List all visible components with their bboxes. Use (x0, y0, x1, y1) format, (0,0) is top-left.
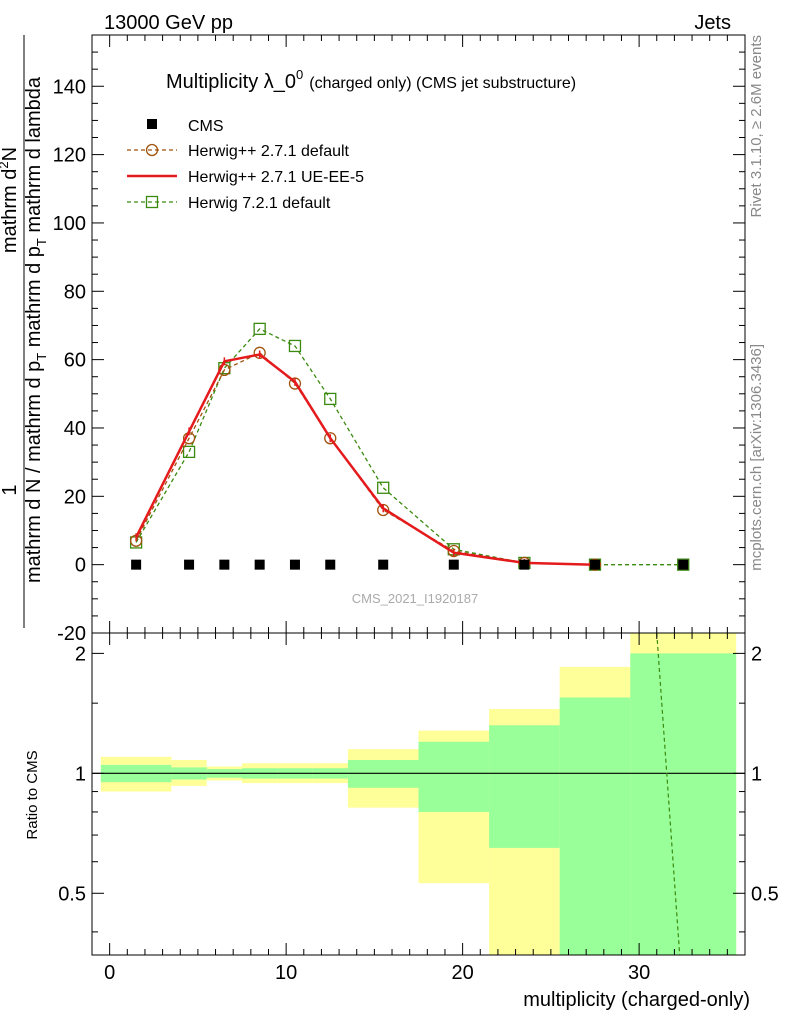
series-herwigpp-default-point (324, 432, 337, 445)
analysis-watermark: CMS_2021_I1920187 (352, 591, 479, 606)
ylabel-fraction-one: 1 (0, 484, 21, 495)
ratio-stat-band (630, 653, 737, 955)
main-y-axis-label: 1 mathrm d2N mathrm d N / mathrm d pT ma… (0, 35, 49, 628)
main-plot: -20 0 20 40 60 80 100 120 140 (53, 34, 746, 645)
series-herwig7-line (135, 328, 684, 566)
ylabel-den-a: mathrm d N / mathrm d p (23, 361, 45, 583)
main-y-tick-label: 0 (75, 555, 86, 577)
ratio-herwig7-line (656, 632, 681, 956)
ratio-y-tick-label: 2 (75, 643, 86, 665)
ylabel-numer-sup: 2 (0, 161, 11, 168)
header-jets: Jets (694, 12, 731, 34)
mcplots-label: mcplots.cern.ch [arXiv:1306.3436] (748, 344, 765, 571)
ratio-x-tick-label: 10 (275, 962, 297, 984)
main-y-tick-label: 140 (53, 76, 86, 98)
legend-marker-herwigpp-default (145, 143, 159, 157)
ratio-x-axis-label: multiplicity (charged-only) (523, 989, 750, 1011)
series-cms-point (184, 559, 195, 570)
ratio-x-tick-label: 20 (451, 962, 473, 984)
series-herwig7-point (377, 481, 390, 494)
series-cms-point (678, 559, 689, 570)
ylabel-numer-b: N (0, 147, 21, 161)
ratio-y-tick-label: 0.5 (58, 883, 86, 905)
main-y-tick-label: 120 (53, 145, 86, 167)
main-title-sub: (charged only) (CMS jet substructure) (309, 75, 576, 92)
ratio-x-tick-label: 0 (104, 962, 115, 984)
ratio-plot: 0.5 0.51 12 20 10 20 30 (58, 632, 779, 984)
ratio-stat-band (559, 697, 631, 955)
series-cms-point (325, 559, 336, 570)
series-herwig7-point (677, 558, 690, 571)
main-title: Multiplicity λ_00 (charged only) (CMS jet… (166, 67, 576, 93)
series-cms-point (378, 559, 389, 570)
ratio-y-tick-label-right: 1 (751, 763, 762, 785)
series-cms-point (519, 559, 530, 570)
series-herwig7-point (182, 445, 196, 459)
ratio-y-tick-label-right: 2 (751, 643, 762, 665)
header-energy: 13000 GeV pp (104, 12, 233, 34)
series-herwigpp-ueee5-line (134, 353, 596, 566)
ylabel-den-sub2: T (34, 238, 49, 246)
ylabel-den-sub: T (34, 353, 49, 361)
legend-marker-herwig7 (145, 195, 159, 209)
main-y-tick-label: 20 (64, 486, 86, 508)
legend-label-cms: CMS (188, 118, 224, 135)
ratio-stat-band (418, 741, 490, 812)
legend-marker-cms (147, 119, 157, 129)
main-y-tick-label: 60 (64, 350, 86, 372)
series-herwig7-point (253, 322, 266, 336)
main-y-tick-label: 100 (53, 213, 86, 235)
ratio-y-tick-label: 1 (75, 763, 86, 785)
series-cms-point (589, 559, 600, 570)
main-title-text: Multiplicity λ_0 (166, 71, 296, 93)
legend-label-herwig7: Herwig 7.2.1 default (188, 195, 331, 212)
series-cms-point (448, 559, 459, 570)
ylabel-denominator: mathrm d N / mathrm d pT mathrm d pT mat… (23, 76, 49, 583)
ylabel-numer-a: mathrm d (0, 169, 21, 253)
main-y-tick-label: -20 (57, 623, 86, 645)
legend-label-herwigpp-ueee5: Herwig++ 2.7.1 UE-EE-5 (188, 169, 364, 186)
series-herwig7-point (324, 392, 337, 406)
ratio-y-axis-label: Ratio to CMS (24, 750, 41, 839)
main-y-tick-label: 80 (64, 281, 86, 303)
series-herwig7-point (288, 339, 302, 353)
main-title-sup: 0 (296, 67, 303, 82)
ylabel-numerator: mathrm d2N (0, 147, 21, 253)
ratio-x-tick-label: 30 (628, 962, 650, 984)
series-cms-point (289, 559, 300, 570)
series-cms-point (219, 559, 230, 570)
main-y-tick-label: 40 (64, 418, 86, 440)
ratio-y-tick-label-right: 0.5 (751, 883, 779, 905)
legend-label-herwigpp-default: Herwig++ 2.7.1 default (188, 143, 350, 160)
rivet-label: Rivet 3.1.10, ≥ 2.6M events (748, 35, 765, 218)
ratio-frame (91, 632, 746, 956)
legend: CMS Herwig++ 2.7.1 default Herwig++ 2.7.… (127, 118, 364, 212)
series-cms-point (254, 559, 265, 570)
ratio-stat-band (489, 725, 560, 848)
ylabel-den-c: mathrm d lambda (23, 76, 45, 238)
ylabel-den-b: mathrm d p (23, 246, 45, 353)
series-cms-point (131, 559, 142, 570)
